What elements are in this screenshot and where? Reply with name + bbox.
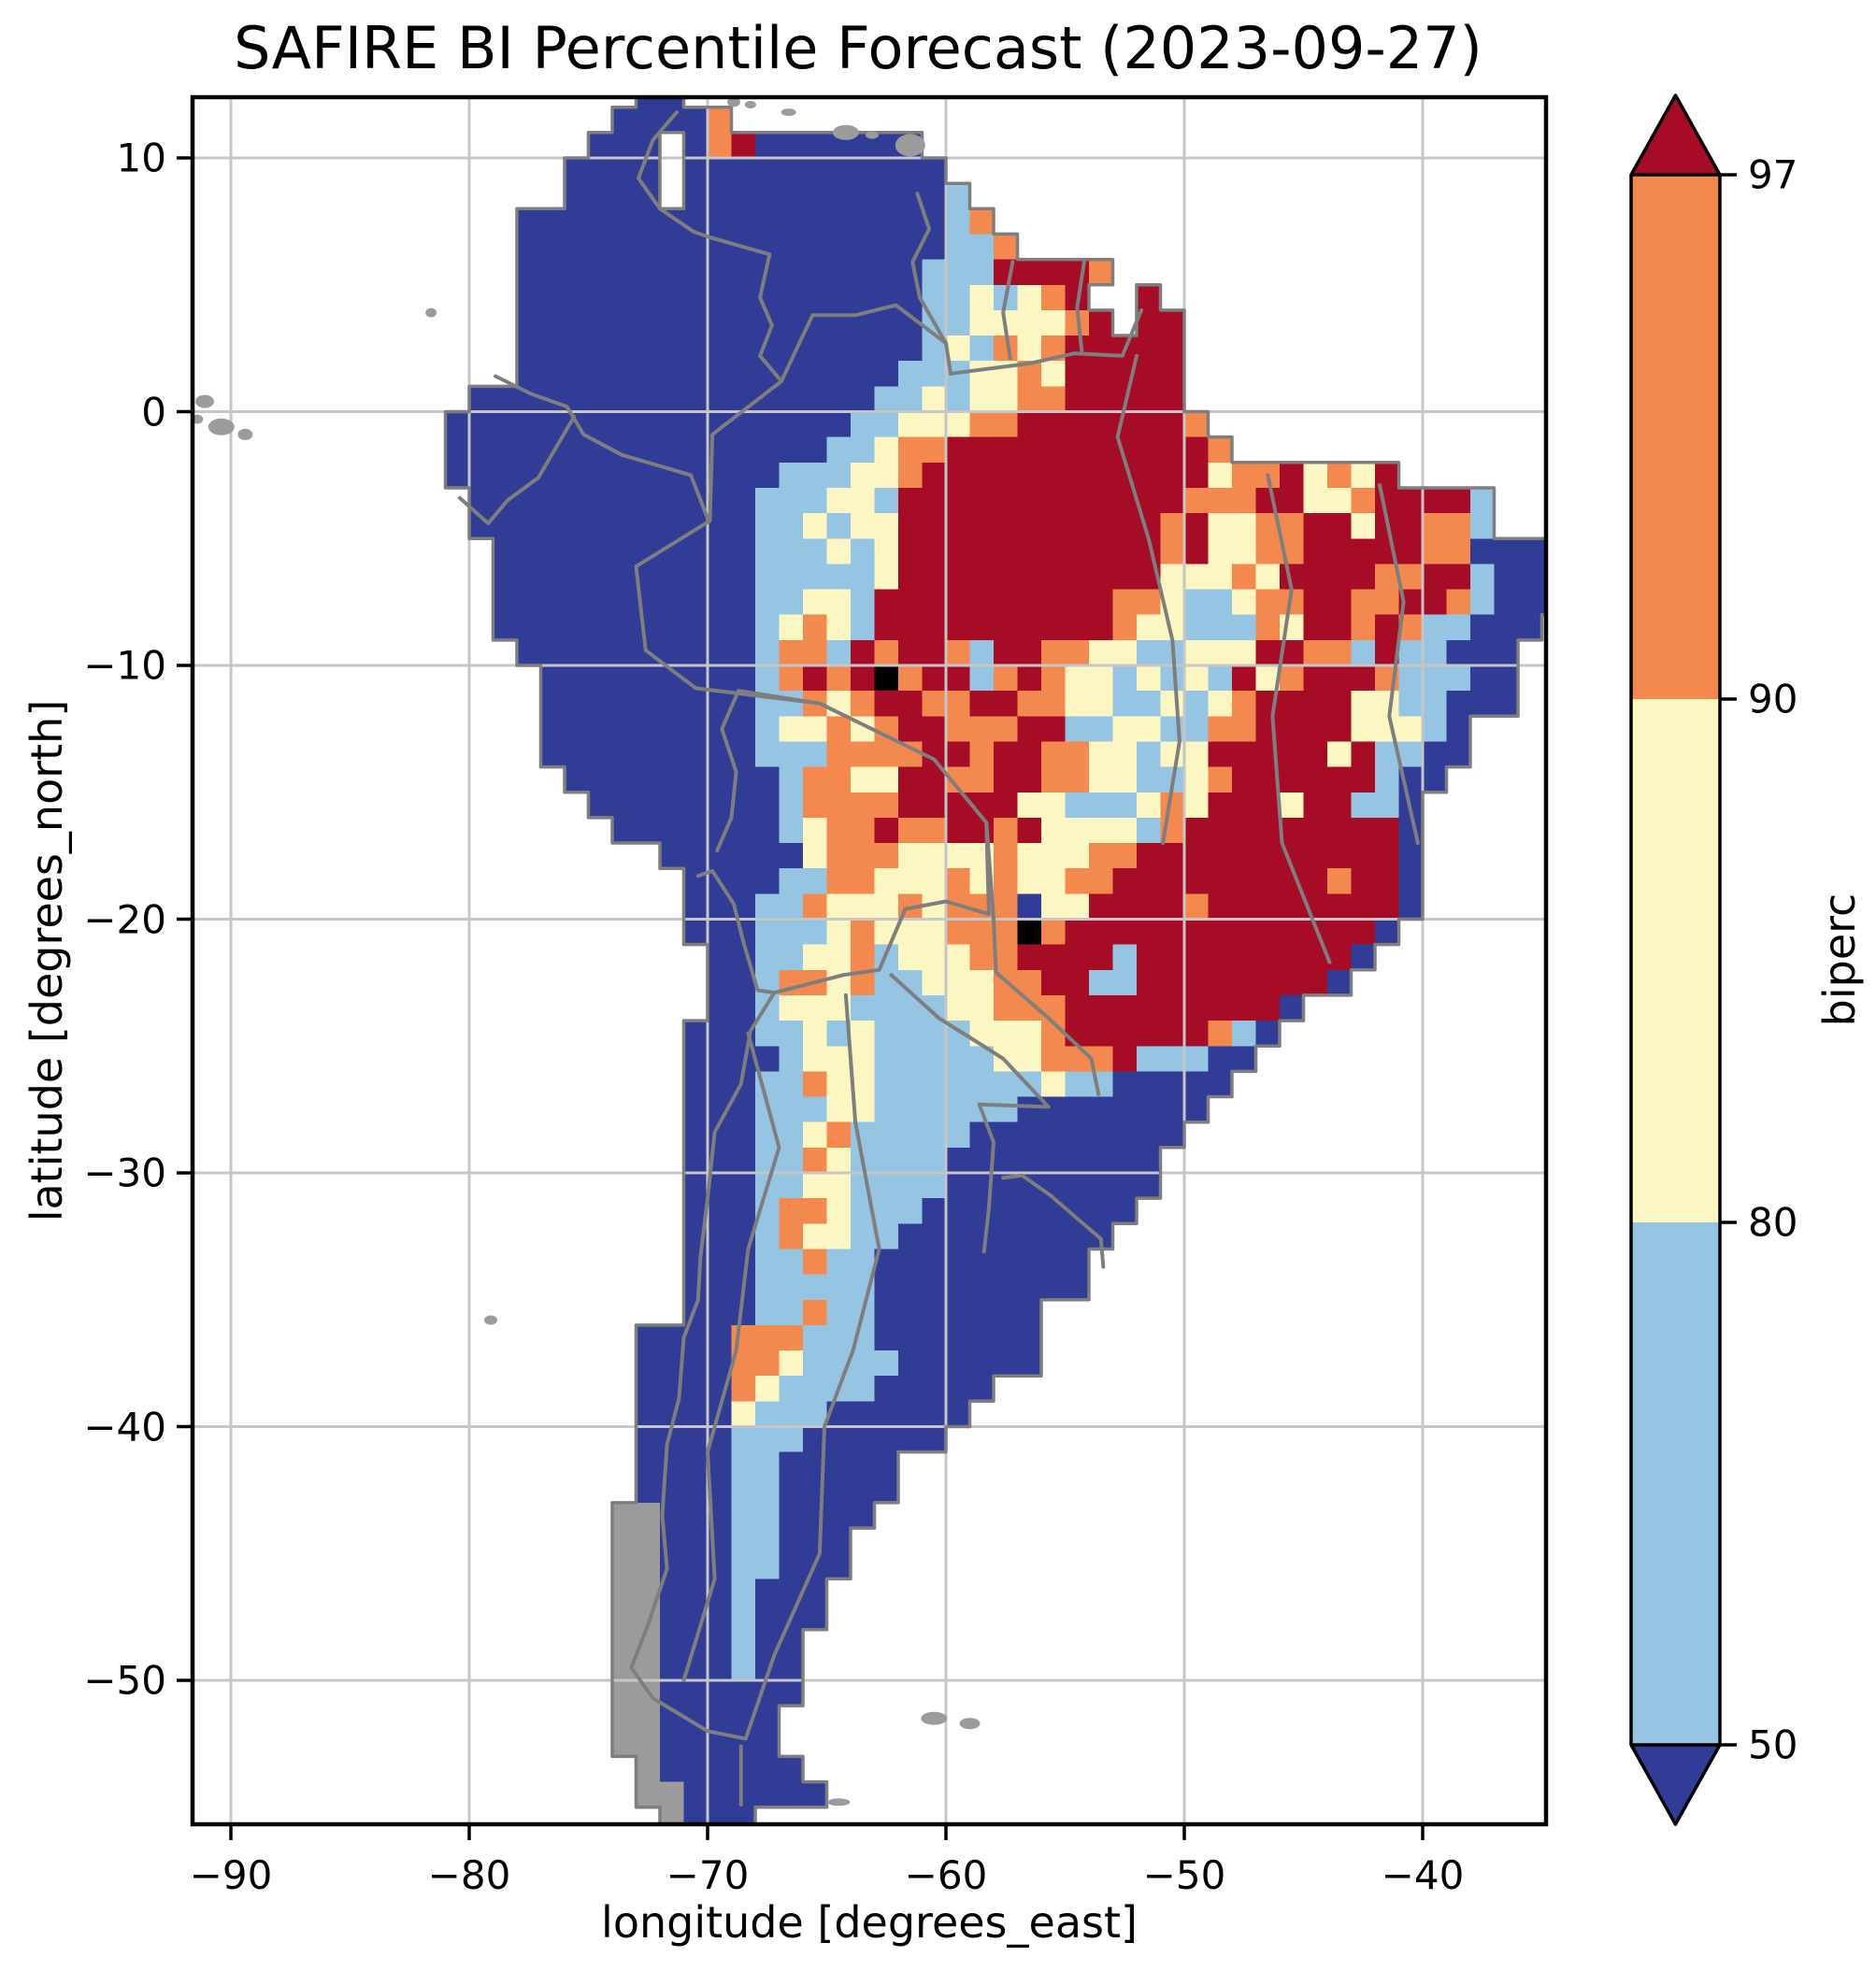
axes-spines	[190, 94, 1549, 1827]
y-tick-label: 10	[116, 135, 166, 181]
x-tick-label: −90	[189, 1852, 273, 1898]
coastline	[443, 97, 1546, 1824]
island-specks	[193, 97, 981, 1807]
x-tick-label: −40	[1381, 1852, 1465, 1898]
y-tick-label: 0	[141, 389, 166, 435]
colorbar	[1629, 93, 1737, 1826]
colorbar-tick-label: 90	[1748, 676, 1798, 722]
y-tick-label: −10	[83, 642, 166, 689]
colorbar-label: biperc	[1814, 893, 1865, 1027]
colorbar-tick-label: 97	[1748, 151, 1798, 198]
x-tick-label: −80	[427, 1852, 511, 1898]
y-tick-label: −40	[83, 1404, 166, 1450]
admin-borders	[457, 110, 1420, 1807]
colorbar-tick-label: 80	[1748, 1199, 1798, 1246]
x-axis-label: longitude [degrees_east]	[601, 1897, 1138, 1948]
figure-title: SAFIRE BI Percentile Forecast (2023-09-2…	[234, 14, 1482, 82]
gridlines	[193, 97, 1546, 1824]
x-tick-label: −70	[666, 1852, 750, 1898]
y-tick-label: −50	[83, 1657, 166, 1704]
y-axis-label: latitude [degrees_north]	[21, 699, 72, 1222]
raster-cells	[445, 97, 1546, 1824]
x-tick-label: −50	[1142, 1852, 1226, 1898]
y-tick-label: −30	[83, 1150, 166, 1196]
x-tick-label: −60	[904, 1852, 988, 1898]
y-tick-label: −20	[83, 896, 166, 942]
colorbar-tick-label: 50	[1748, 1721, 1798, 1768]
axis-ticks	[177, 156, 1425, 1840]
